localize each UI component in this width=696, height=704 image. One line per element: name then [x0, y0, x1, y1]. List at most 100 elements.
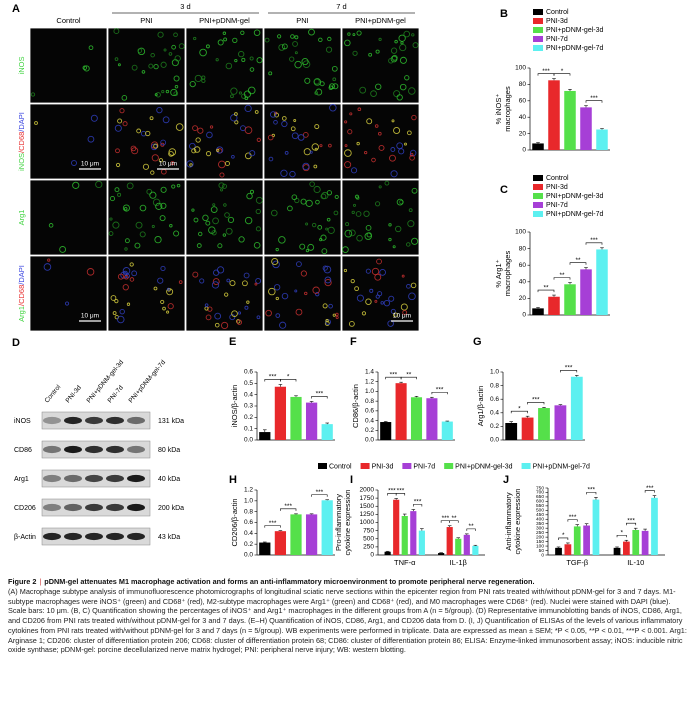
cell [319, 144, 323, 148]
cell [214, 322, 220, 328]
cell [331, 65, 338, 72]
cell [119, 308, 125, 315]
cell [357, 107, 362, 112]
bar [472, 545, 479, 555]
cell [139, 204, 147, 212]
y-tick-label: 60 [519, 262, 527, 269]
y-tick-label: 0.2 [490, 423, 499, 430]
cell [170, 88, 178, 97]
cell [224, 161, 230, 166]
panel-label: F [350, 336, 357, 348]
cell [291, 194, 298, 201]
cell [277, 34, 282, 39]
cell [374, 273, 382, 281]
cell [236, 319, 243, 325]
cell [291, 132, 299, 140]
y-axis-label: Pro-inflammatory [334, 494, 343, 551]
cell [90, 114, 98, 122]
y-axis-label: iNOS/β-actin [230, 385, 239, 428]
cell [279, 321, 287, 329]
cell [176, 183, 181, 188]
cell [213, 269, 220, 276]
blot-row-label: β-Actin [14, 534, 36, 541]
cell [244, 305, 249, 310]
bar [564, 544, 572, 555]
blot-band [85, 503, 103, 512]
bar [290, 396, 302, 440]
cell [88, 45, 94, 51]
row-label: Arg1/CD68/DAPI [17, 265, 26, 322]
y-tick-label: 1750 [360, 495, 375, 502]
y-tick-label: 1.0 [365, 388, 374, 395]
legend-swatch [533, 36, 543, 42]
cell [150, 52, 155, 58]
cell [193, 146, 201, 153]
panel-label: J [503, 474, 509, 486]
cell [209, 125, 214, 129]
blot-band [85, 445, 103, 454]
y-tick-label: 300 [536, 525, 544, 531]
cell [347, 32, 351, 36]
y-tick-label: 750 [536, 485, 544, 491]
micrograph [107, 255, 186, 332]
cell [151, 224, 155, 229]
cell [131, 64, 138, 71]
cell [230, 87, 238, 95]
y-tick-label: 0.4 [244, 391, 253, 398]
group-label: 3 d [180, 2, 190, 11]
cell [48, 223, 54, 228]
cell [281, 292, 289, 300]
blot-band [85, 474, 103, 483]
cell [344, 39, 351, 47]
blot-row-label: iNOS [14, 418, 31, 425]
cell [322, 303, 328, 309]
blot-band [127, 474, 145, 483]
cell [129, 277, 135, 282]
bar [596, 249, 608, 315]
legend-label: PNI-7d [413, 463, 435, 470]
cell [242, 280, 248, 287]
cell [375, 83, 382, 90]
cell [412, 42, 419, 49]
cell [255, 208, 261, 215]
cell [255, 196, 263, 204]
cell [323, 265, 332, 274]
cell [191, 208, 195, 212]
cell [223, 37, 228, 42]
legend-label: PNI+pDNM-gel-7d [546, 45, 603, 52]
cell [114, 57, 119, 61]
cell [160, 202, 167, 209]
cell [145, 130, 151, 137]
cell [315, 292, 320, 297]
x-tick-label: TGF-β [566, 558, 588, 567]
y-axis-label: % iNOS⁺ [494, 94, 503, 125]
cell [348, 229, 356, 237]
row-label-part: /DAPI [17, 112, 26, 132]
cell [302, 132, 309, 138]
cell [305, 199, 313, 207]
micrograph [341, 179, 420, 256]
cell [192, 271, 199, 278]
y-tick-label: 500 [536, 508, 544, 514]
significance-label: *** [269, 520, 277, 527]
y-tick-label: 550 [536, 503, 544, 509]
blot-band [43, 503, 61, 512]
cell [411, 187, 418, 194]
cell [365, 268, 371, 274]
cell [380, 301, 384, 305]
cell [244, 216, 253, 225]
y-tick-label: 0.3 [244, 403, 253, 410]
cell [411, 33, 415, 37]
row-label-part: /DAPI [17, 265, 26, 285]
cell [210, 206, 218, 213]
cell [268, 287, 276, 296]
cell [314, 124, 320, 130]
cell [193, 217, 199, 223]
cell [351, 210, 355, 215]
cell [349, 112, 353, 116]
scale-bar-label: 10 μm [159, 161, 177, 168]
cell [305, 248, 310, 253]
cell [293, 119, 297, 122]
cell [388, 223, 392, 227]
scale-bar-label: 10 μm [81, 161, 99, 168]
